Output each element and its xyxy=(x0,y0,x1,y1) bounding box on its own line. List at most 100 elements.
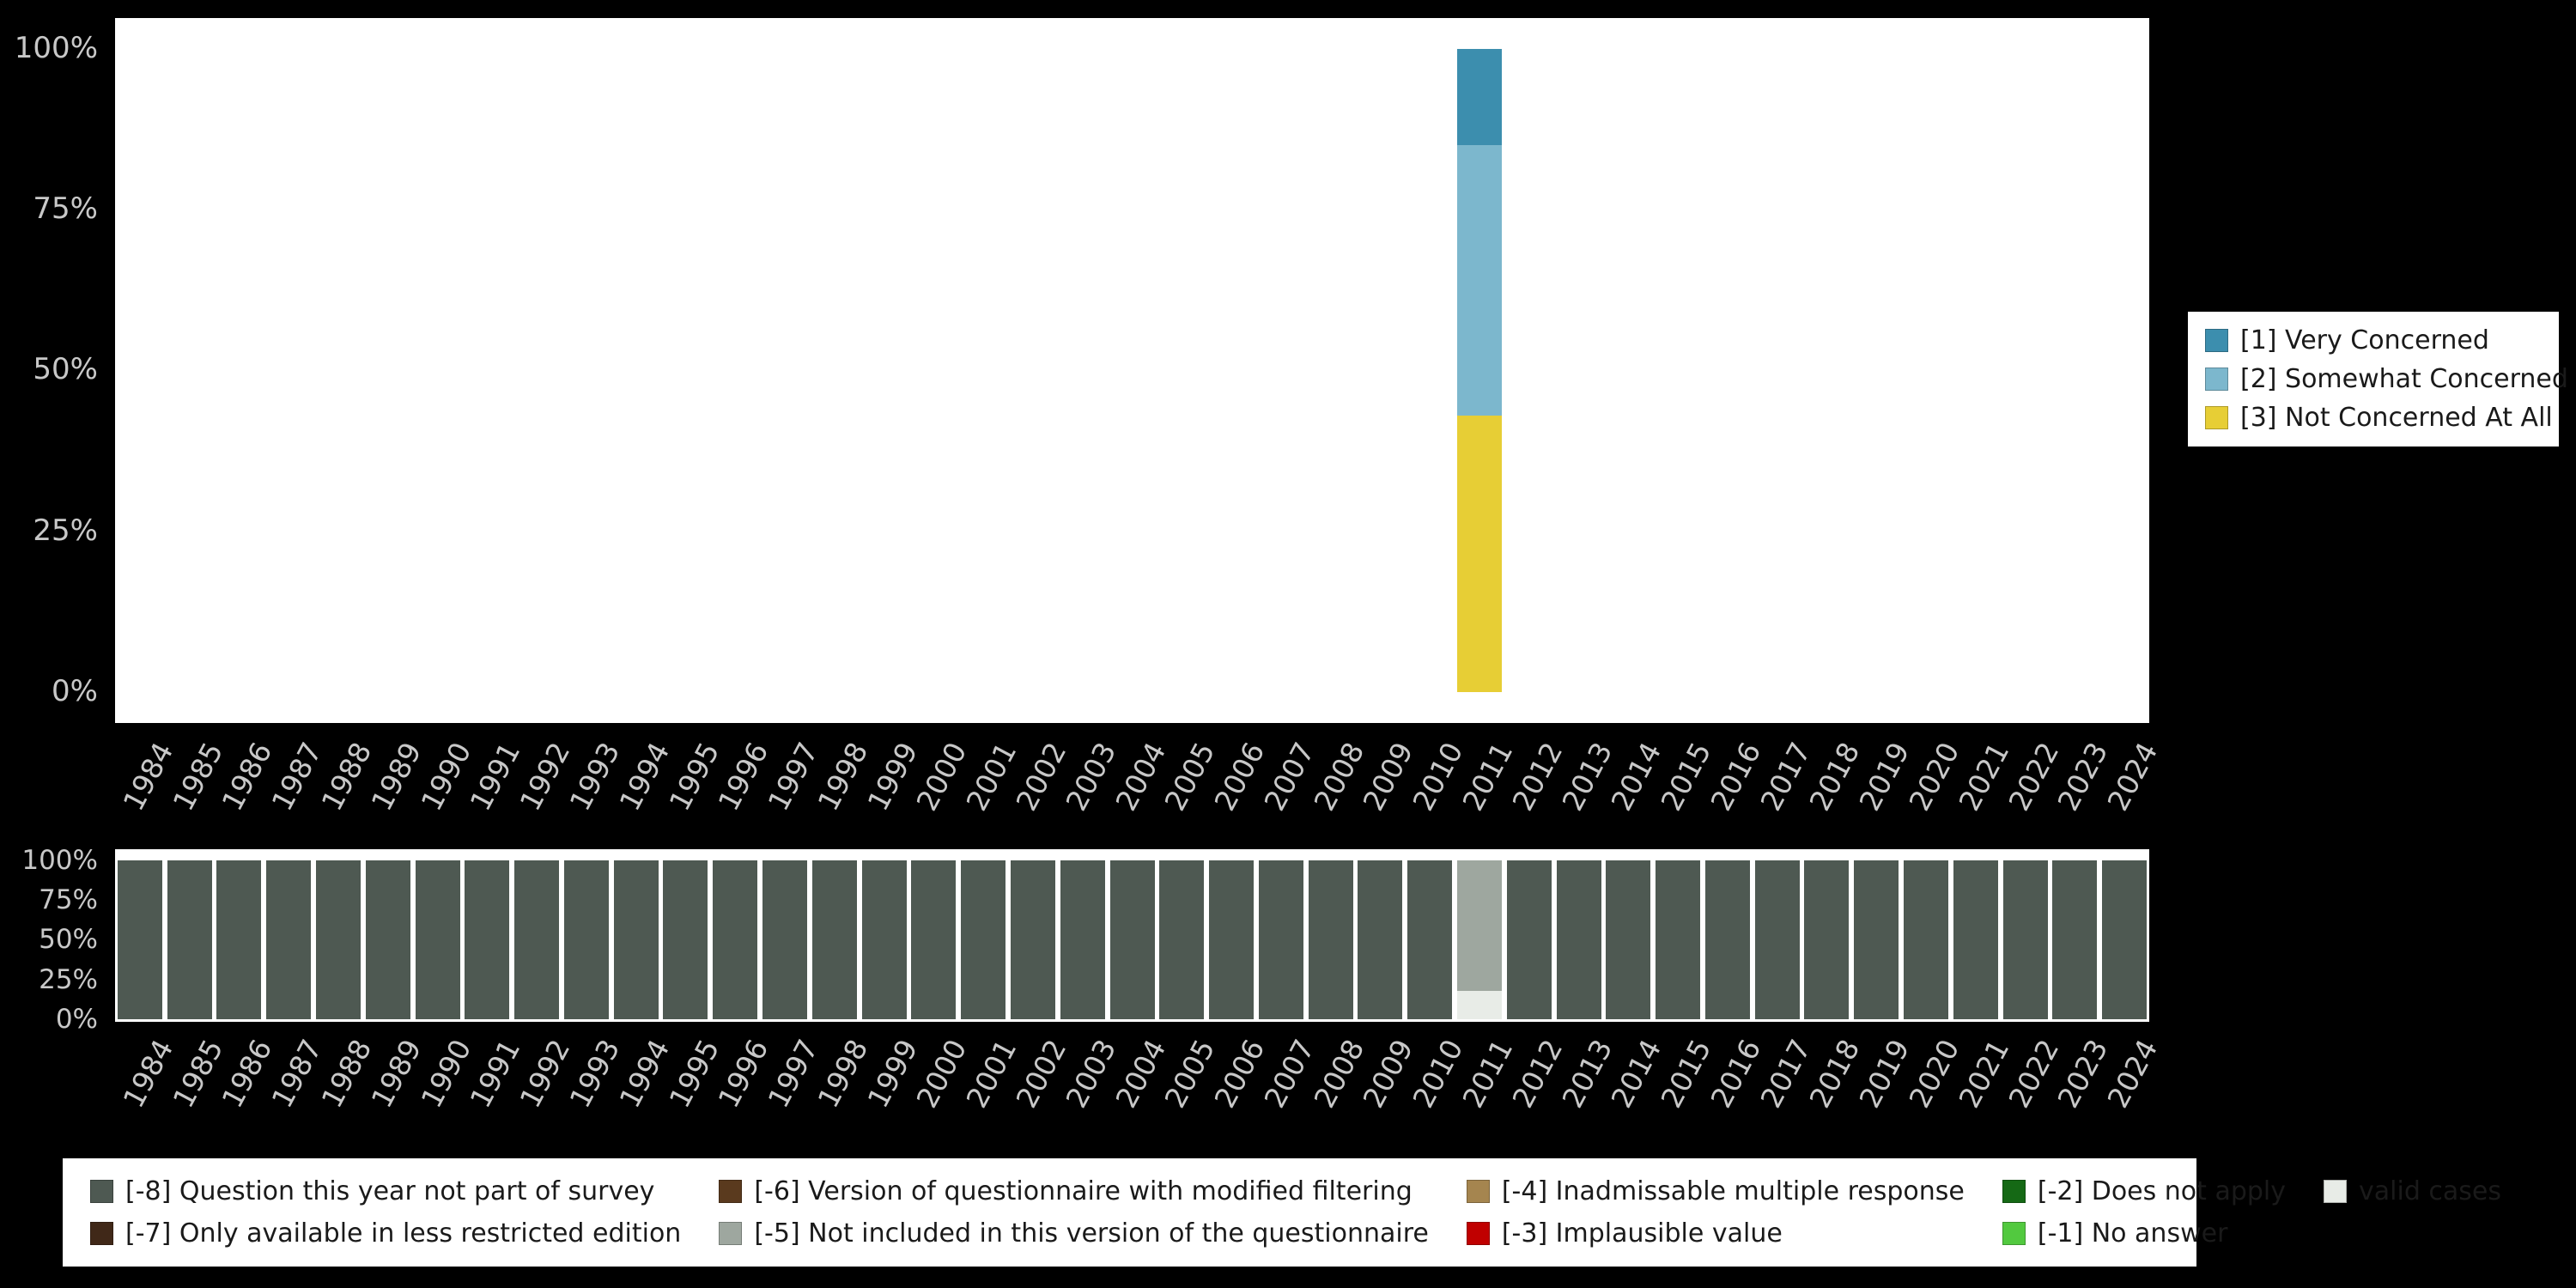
x-tick: 1992 xyxy=(512,1029,577,1149)
bar-segment xyxy=(713,860,758,1019)
bar-slot xyxy=(860,49,909,692)
bar-slot xyxy=(1951,860,2001,1019)
bar-slot xyxy=(1603,860,1653,1019)
y-tick-label: 0% xyxy=(55,1004,98,1035)
legend-label: [-6] Version of questionnaire with modif… xyxy=(754,1176,1413,1206)
bar-segment xyxy=(2102,860,2148,1019)
bar-slot xyxy=(1058,49,1108,692)
concern-chart-bars xyxy=(115,49,2149,692)
x-tick: 1993 xyxy=(562,732,626,852)
legend-swatch xyxy=(719,1222,743,1245)
bar-slot xyxy=(1058,860,1108,1019)
bottom-chart-x-axis: 1984 1985 1986 1987 1988 1989 1990 1991 1992 1993… xyxy=(115,1029,2164,1149)
bar-segment xyxy=(1804,860,1850,1019)
stacked-bar xyxy=(564,49,609,692)
bar-slot xyxy=(860,860,909,1019)
bar-slot xyxy=(810,860,860,1019)
stacked-bar xyxy=(465,49,509,692)
legend-swatch xyxy=(2205,368,2228,391)
bar-slot xyxy=(2099,49,2149,692)
bar-slot xyxy=(2099,860,2149,1019)
stacked-bar xyxy=(1705,49,1750,692)
bar-segment xyxy=(117,860,162,1019)
legend-swatch xyxy=(719,1180,743,1203)
stacked-bar xyxy=(1309,49,1353,692)
x-tick: 2004 xyxy=(1108,732,1172,852)
bar-slot xyxy=(1603,49,1653,692)
x-tick: 2006 xyxy=(1206,732,1272,852)
stacked-bar xyxy=(1407,49,1452,692)
stacked-bar xyxy=(1109,860,1155,1019)
bar-slot xyxy=(1653,860,1703,1019)
bar-segment xyxy=(216,860,262,1019)
x-tick: 1996 xyxy=(710,1029,775,1149)
bar-slot xyxy=(710,860,760,1019)
x-tick: 2013 xyxy=(1554,1029,1619,1149)
stacked-bar xyxy=(365,860,410,1019)
x-tick: 2017 xyxy=(1753,1029,1817,1149)
bar-slot xyxy=(1356,860,1406,1019)
stacked-bar xyxy=(1159,49,1204,692)
x-tick: 2019 xyxy=(1851,1029,1917,1149)
bar-slot xyxy=(2001,860,2050,1019)
stacked-bar xyxy=(1060,49,1105,692)
bar-segment xyxy=(1109,860,1155,1019)
stacked-bar xyxy=(2003,49,2048,692)
stacked-bar xyxy=(1953,860,1998,1019)
x-tick: 2000 xyxy=(909,1029,974,1149)
legend-label: [-3] Implausible value xyxy=(1501,1218,1783,1249)
bar-slot xyxy=(810,49,860,692)
bar-segment xyxy=(1060,860,1105,1019)
legend-label: [2] Somewhat Concerned xyxy=(2240,364,2568,394)
bar-slot xyxy=(215,49,264,692)
x-tick: 1990 xyxy=(413,1029,477,1149)
top-chart-y-axis: 100% 75% 50% 25% 0% xyxy=(0,18,106,723)
x-tick: 1997 xyxy=(760,732,825,852)
legend-label: [-1] No answer xyxy=(2037,1218,2228,1249)
bar-slot xyxy=(363,49,413,692)
bar-slot xyxy=(1455,860,1504,1019)
bar-segment xyxy=(1456,415,1502,692)
x-tick: 1999 xyxy=(860,732,924,852)
x-tick: 1999 xyxy=(860,1029,924,1149)
stacked-bar xyxy=(861,860,907,1019)
stacked-bar xyxy=(1110,49,1155,692)
legend-label: [3] Not Concerned At All xyxy=(2240,403,2553,433)
stacked-bar xyxy=(1258,860,1303,1019)
x-tick: 1984 xyxy=(115,1029,179,1149)
y-tick-label: 25% xyxy=(33,513,98,548)
bar-segment xyxy=(514,860,560,1019)
bar-slot xyxy=(562,49,611,692)
x-tick: 1997 xyxy=(760,1029,825,1149)
x-tick: 1986 xyxy=(215,732,279,852)
legend-swatch xyxy=(2205,406,2228,429)
legend-item: [-1] No answer xyxy=(2002,1218,2286,1249)
x-tick: 1996 xyxy=(710,732,775,852)
x-tick: 2012 xyxy=(1504,732,1569,852)
bar-segment xyxy=(1704,860,1750,1019)
bar-segment xyxy=(2002,860,2048,1019)
bar-slot xyxy=(462,860,512,1019)
stacked-bar xyxy=(911,49,956,692)
bar-segment xyxy=(1953,860,1998,1019)
stacked-bar xyxy=(1904,49,1948,692)
bar-slot xyxy=(1703,49,1753,692)
x-tick: 1989 xyxy=(363,732,428,852)
stacked-bar xyxy=(613,860,659,1019)
stacked-bar xyxy=(1656,860,1701,1019)
x-tick: 2021 xyxy=(1951,732,2015,852)
bar-slot xyxy=(1356,49,1406,692)
x-tick: 1984 xyxy=(115,732,179,852)
stacked-bar xyxy=(1506,860,1552,1019)
bar-slot xyxy=(413,860,463,1019)
stacked-bar xyxy=(663,49,708,692)
legend-label: valid cases xyxy=(2359,1176,2502,1206)
stacked-bar xyxy=(216,860,262,1019)
legend-label: [-4] Inadmissable multiple response xyxy=(1501,1176,1965,1206)
x-tick: 1995 xyxy=(661,732,726,852)
bar-slot xyxy=(1901,860,1951,1019)
bar-segment xyxy=(1159,860,1205,1019)
legend-item: [1] Very Concerned xyxy=(2205,325,2542,355)
x-tick: 2022 xyxy=(2001,1029,2065,1149)
